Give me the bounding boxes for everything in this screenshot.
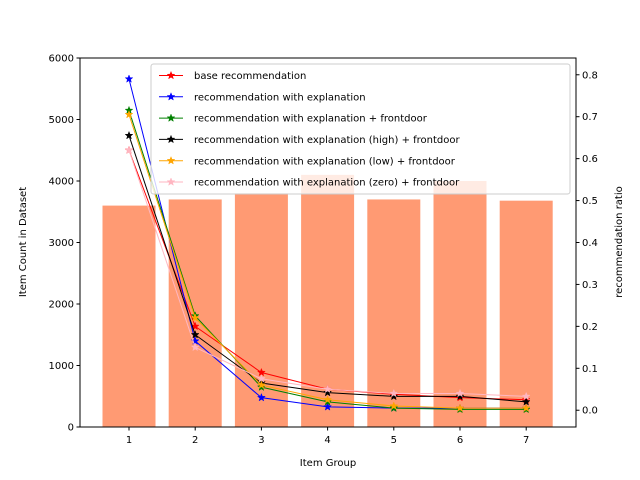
series-3-point-1 <box>124 130 134 140</box>
bar-group-3 <box>234 193 288 427</box>
series-5-point-7 <box>521 391 531 401</box>
y2-tick-label-0.7: 0.7 <box>582 112 598 123</box>
series-1-point-1 <box>124 74 134 83</box>
bar-group-1 <box>102 205 156 427</box>
x-tick-label-7: 7 <box>523 435 529 446</box>
series-5-point-1 <box>124 145 134 155</box>
legend-label-0: base recommendation <box>194 71 306 82</box>
legend-marker-4 <box>166 155 176 165</box>
y-axis-label: Item Count in Dataset <box>18 187 29 297</box>
series-5-point-2 <box>190 342 200 352</box>
y-tick-label-3000: 3000 <box>49 238 74 249</box>
y-tick-label-0: 0 <box>68 423 74 434</box>
y2-tick-label-0.8: 0.8 <box>582 70 598 81</box>
legend-label-4: recommendation with explanation (low) + … <box>194 156 456 167</box>
series-3-point-6 <box>455 391 465 401</box>
series-4-point-2 <box>190 313 200 322</box>
series-1-point-3 <box>256 392 266 402</box>
bar-group-7 <box>499 200 553 427</box>
y2-tick-label-0.4: 0.4 <box>582 238 598 249</box>
series-4-point-3 <box>256 380 266 389</box>
bar-group-6 <box>433 181 487 427</box>
y2-axis-label: recommendation ratio <box>614 186 625 298</box>
x-axis: 1 2 3 4 5 6 7 <box>126 427 529 446</box>
y2-tick-label-0.5: 0.5 <box>582 196 598 207</box>
series-1-point-4 <box>323 402 333 411</box>
y2-tick-label-0.6: 0.6 <box>582 154 598 165</box>
y-tick-label-6000: 6000 <box>49 54 74 65</box>
y-tick-label-2000: 2000 <box>49 300 74 311</box>
series-4-point-7 <box>521 403 531 412</box>
x-tick-label-6: 6 <box>457 435 463 446</box>
series-3-point-4 <box>323 387 333 397</box>
series-4-point-4 <box>323 395 333 404</box>
legend-marker-2 <box>166 113 176 122</box>
y2-tick-label-0.2: 0.2 <box>582 322 598 333</box>
y-axis: 0 1000 2000 3000 4000 5000 6000 <box>49 54 80 434</box>
y-tick-label-4000: 4000 <box>49 177 74 188</box>
legend-label-1: recommendation with explanation <box>194 92 366 103</box>
series-4-point-6 <box>455 403 465 412</box>
y2-tick-label-0.1: 0.1 <box>582 364 598 375</box>
series-5-point-5 <box>389 388 399 398</box>
legend: base recommendation recommendation with e… <box>150 63 571 195</box>
y-tick-label-5000: 5000 <box>49 115 74 126</box>
y-tick-label-1000: 1000 <box>49 361 74 372</box>
y2-axis: 0.0 0.1 0.2 0.3 0.4 0.5 0.6 0.7 0.8 <box>576 70 598 417</box>
legend-label-5: recommendation with explanation (zero) +… <box>194 178 460 189</box>
legend-marker-1 <box>166 92 176 101</box>
legend-label-3: recommendation with explanation (high) +… <box>194 135 460 146</box>
x-axis-label: Item Group <box>300 458 356 469</box>
series-3-point-5 <box>389 391 399 401</box>
legend-marker-3 <box>166 134 176 144</box>
series-3-point-2 <box>190 330 200 339</box>
lines-layer <box>124 74 531 414</box>
series-4-point-1 <box>124 109 134 119</box>
legend-box <box>150 63 571 195</box>
series-5-point-6 <box>455 388 465 398</box>
x-tick-label-3: 3 <box>258 435 264 446</box>
series-5-point-3 <box>256 374 266 383</box>
series-5-point-4 <box>323 384 333 394</box>
x-tick-label-5: 5 <box>391 435 397 446</box>
y2-tick-label-0.0: 0.0 <box>582 406 598 417</box>
legend-label-2: recommendation with explanation + frontd… <box>194 114 428 125</box>
legend-marker-5 <box>166 177 176 186</box>
series-4-point-5 <box>389 401 399 410</box>
x-tick-label-1: 1 <box>126 435 132 446</box>
legend-marker-0 <box>166 70 176 80</box>
x-tick-label-2: 2 <box>192 435 198 446</box>
y2-tick-label-0.3: 0.3 <box>582 280 598 291</box>
x-tick-label-4: 4 <box>324 435 330 446</box>
